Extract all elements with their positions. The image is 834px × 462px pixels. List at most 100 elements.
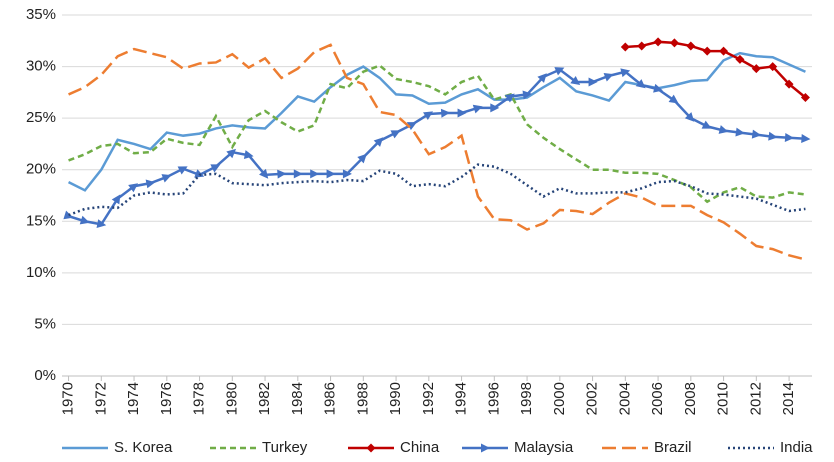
point-marker xyxy=(63,210,74,220)
point-marker xyxy=(79,215,90,225)
point-marker xyxy=(259,168,269,179)
point-marker xyxy=(537,73,547,83)
point-marker xyxy=(570,76,581,86)
point-marker xyxy=(243,150,254,159)
series-line xyxy=(68,68,806,226)
point-marker xyxy=(603,73,614,82)
point-marker xyxy=(490,103,500,113)
point-marker xyxy=(342,169,352,179)
x-tick-label: 1988 xyxy=(354,382,371,415)
point-marker xyxy=(668,94,679,104)
point-marker xyxy=(637,41,647,51)
point-marker xyxy=(620,42,630,52)
legend-item: India xyxy=(728,439,813,456)
point-marker xyxy=(161,174,172,183)
point-marker xyxy=(801,134,811,144)
y-tick-label: 0% xyxy=(34,367,56,384)
point-marker xyxy=(111,194,121,205)
point-marker xyxy=(423,111,434,120)
point-marker xyxy=(210,164,221,173)
x-tick-label: 1996 xyxy=(485,382,502,415)
point-marker xyxy=(751,64,761,74)
x-tick-label: 1984 xyxy=(289,382,306,415)
point-marker xyxy=(373,137,384,147)
y-tick-label: 30% xyxy=(26,58,56,75)
legend-label: China xyxy=(400,439,440,456)
series-line xyxy=(68,43,806,261)
point-marker xyxy=(718,125,729,134)
legend-item: S. Korea xyxy=(62,439,173,456)
point-marker xyxy=(406,122,417,131)
point-marker xyxy=(653,83,663,93)
x-tick-label: 1972 xyxy=(92,382,109,415)
x-tick-label: 1976 xyxy=(158,382,175,415)
x-tick-label: 1990 xyxy=(387,382,404,415)
point-marker xyxy=(326,169,336,179)
legend-label: India xyxy=(780,439,813,456)
point-marker xyxy=(768,62,778,72)
point-marker xyxy=(145,179,156,189)
x-tick-label: 1992 xyxy=(420,382,437,415)
x-tick-label: 1986 xyxy=(322,382,339,415)
x-tick-label: 1978 xyxy=(191,382,208,415)
y-tick-label: 15% xyxy=(26,212,56,229)
point-marker xyxy=(653,37,663,47)
point-marker xyxy=(702,46,712,56)
point-marker xyxy=(96,219,107,229)
point-marker xyxy=(226,148,237,159)
point-marker xyxy=(686,41,696,51)
point-marker xyxy=(735,54,745,64)
point-marker xyxy=(472,104,483,114)
x-tick-label: 2012 xyxy=(747,382,764,415)
x-tick-label: 1998 xyxy=(518,382,535,415)
point-marker xyxy=(588,77,598,87)
point-marker xyxy=(457,108,467,118)
x-tick-label: 1982 xyxy=(256,382,273,415)
legend-label: S. Korea xyxy=(114,439,173,456)
legend-item: Malaysia xyxy=(462,439,574,456)
point-marker xyxy=(635,79,646,89)
x-tick-label: 2004 xyxy=(616,382,633,415)
point-marker xyxy=(310,169,320,179)
point-marker xyxy=(669,38,679,48)
legend-label: Brazil xyxy=(654,439,692,456)
y-tick-label: 20% xyxy=(26,161,56,178)
point-marker xyxy=(357,153,367,164)
point-marker xyxy=(440,108,451,118)
legend-label: Malaysia xyxy=(514,439,574,456)
point-marker xyxy=(128,183,139,193)
legend-label: Turkey xyxy=(262,439,308,456)
x-tick-label: 1980 xyxy=(223,382,240,415)
x-tick-label: 1970 xyxy=(60,382,77,415)
y-tick-label: 5% xyxy=(34,315,56,332)
point-marker xyxy=(194,169,205,178)
point-marker xyxy=(751,129,762,139)
point-marker xyxy=(554,67,565,76)
point-marker xyxy=(277,169,287,179)
x-tick-label: 2010 xyxy=(715,382,732,415)
y-tick-label: 35% xyxy=(26,6,56,23)
x-tick-label: 2008 xyxy=(682,382,699,415)
point-marker xyxy=(390,130,401,139)
point-marker xyxy=(504,93,515,103)
legend-item: Turkey xyxy=(210,439,308,456)
point-marker xyxy=(684,112,695,122)
point-marker xyxy=(719,46,729,56)
point-marker xyxy=(522,90,533,100)
legend-item: China xyxy=(348,439,440,456)
x-tick-label: 1994 xyxy=(453,382,470,415)
x-tick-label: 2014 xyxy=(780,382,797,415)
x-tick-label: 2000 xyxy=(551,382,568,415)
legend-item: Brazil xyxy=(602,439,692,456)
x-tick-label: 2006 xyxy=(649,382,666,415)
point-marker xyxy=(620,68,631,78)
series-line xyxy=(67,51,806,192)
point-marker xyxy=(784,79,794,89)
y-tick-label: 10% xyxy=(26,264,56,281)
legend-marker xyxy=(481,443,490,453)
y-tick-label: 25% xyxy=(26,109,56,126)
point-marker xyxy=(293,169,303,179)
x-tick-label: 1974 xyxy=(125,382,142,415)
point-marker xyxy=(177,166,188,175)
